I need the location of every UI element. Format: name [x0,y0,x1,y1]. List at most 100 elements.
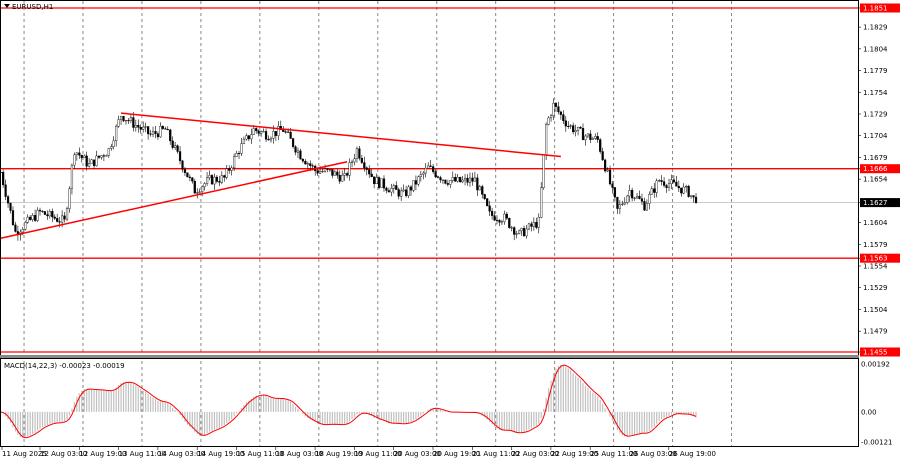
candle-body [245,135,248,140]
candle-body [358,148,361,159]
candle-body [662,181,666,186]
candle-body [454,177,457,182]
candle-body [48,211,51,217]
candle-body [670,179,673,184]
candle-body [306,163,309,165]
trendline[interactable] [0,161,348,239]
levels [0,7,858,353]
candle-body [508,218,511,228]
candle-body [574,130,577,133]
candle-body [161,126,164,129]
candle-body [326,168,329,170]
candle-body [527,223,531,230]
candle-body [156,133,160,138]
level-price-badge [860,3,900,13]
candle-body [142,126,145,130]
candle-body [373,176,376,185]
candle-body [456,176,459,182]
symbol-dropdown-icon[interactable] [4,4,10,8]
candle-body [522,227,526,237]
macd-signal-line [0,364,697,439]
macd-tick-label: -0.00121 [861,439,892,447]
candle-body [432,166,435,172]
candle-body [626,195,629,203]
time-tick-label: 25 Aug 11:00 [590,450,637,458]
candle-body [424,167,427,174]
candle-body [409,186,413,191]
candle-body [635,195,639,199]
price-tick-label: 1.1804 [863,45,888,53]
candle-body [449,180,452,185]
candle-body [645,203,648,211]
candle-body [463,177,467,181]
candle-body [304,160,307,165]
candle-body [613,187,617,198]
candle-body [151,131,155,135]
candle-body [272,131,275,139]
candle-body [365,167,368,170]
candle-body [274,131,277,136]
candle-body [102,155,105,157]
candle-body [478,186,481,191]
panel-separator[interactable] [0,355,859,358]
candle-body [105,155,108,157]
candle-body [518,230,521,234]
candle-body [284,131,287,133]
candle-body [360,157,363,163]
candle-body [404,189,408,196]
candle-body [535,222,538,228]
candle-body [545,124,548,155]
trendline[interactable] [121,112,561,158]
time-tick-label: 20 Aug 03:00 [394,450,441,458]
candle-body [85,155,88,167]
candle-body [513,227,516,235]
time-tick-label: 18 Aug 19:00 [315,450,362,458]
time-tick-label: 22 Aug 03:00 [512,450,559,458]
candle-body [122,116,125,122]
candle-body [343,173,346,176]
candle-body [675,181,678,187]
candle-body [631,190,634,199]
candle-body [75,152,78,155]
price-tick-label: 1.1627 [863,199,888,207]
candle-body [262,131,265,133]
candle-body [296,150,300,153]
time-tick-label: 26 Aug 19:00 [669,450,716,458]
candle-body [230,167,233,171]
candle-body [250,134,253,140]
candle-body [375,177,378,185]
candle-body [267,138,270,141]
price-tick-label: 1.1563 [863,255,888,263]
candle-body [164,128,167,130]
price-tick-label: 1.1704 [863,132,888,140]
price-tick-label: 1.1455 [863,349,888,357]
candle-body [552,102,555,116]
candle-body [667,183,671,188]
candle-body [503,213,506,222]
candle-body [493,215,496,221]
time-tick-label: 19 Aug 11:00 [354,450,401,458]
trendlines[interactable] [0,112,561,239]
candle-body [601,151,604,161]
grid [23,1,732,446]
candle-body [61,215,64,223]
candle-body [495,219,499,221]
candle-body [333,171,336,176]
candle-body [341,174,344,182]
candle-body [650,188,653,195]
candle-body [147,126,150,135]
candle-body [73,154,76,166]
candle-body [385,187,388,191]
candle-body [390,188,393,193]
candle-body [225,168,228,178]
candle-body [557,106,560,113]
macd-tick-label: 0.00192 [861,361,890,369]
candle-body [687,185,690,197]
candle-body [174,145,177,148]
candle-body [210,175,214,185]
candle-body [599,139,602,152]
price-tick-label: 1.1554 [863,263,888,271]
